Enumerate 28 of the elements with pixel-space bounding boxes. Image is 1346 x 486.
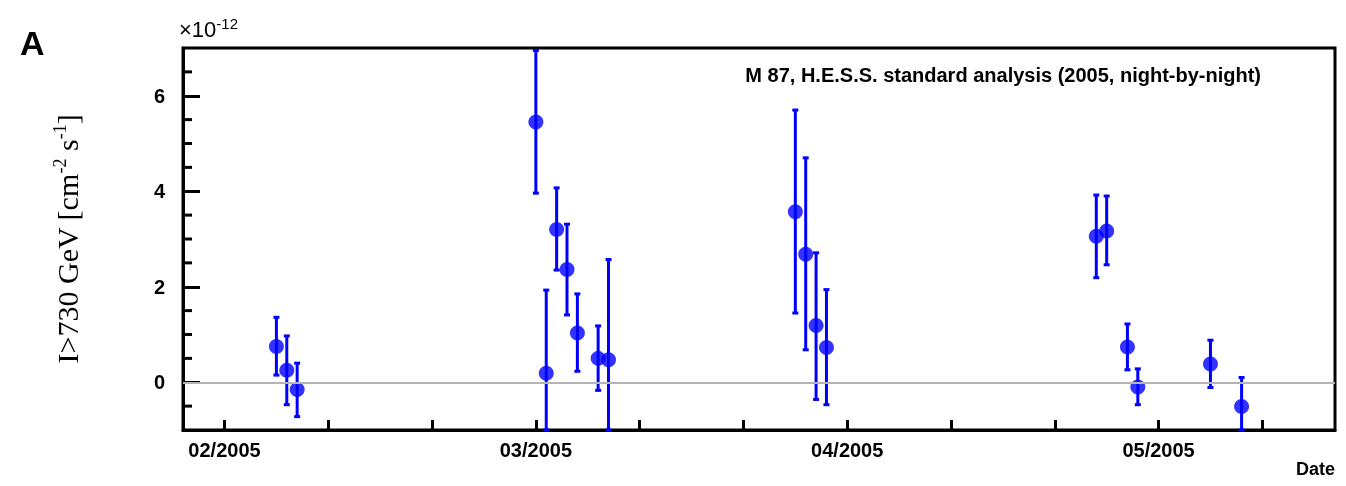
point — [1099, 223, 1115, 239]
point — [559, 262, 575, 278]
text: M 87, H.E.S.S. standard analysis (2005, night-by-night) — [745, 64, 1262, 86]
y-tick-label: 6 — [153, 84, 165, 107]
x-tick-label: 03/2005 — [499, 439, 573, 461]
point — [268, 338, 284, 354]
point — [1119, 339, 1135, 355]
point — [808, 317, 824, 333]
point — [601, 352, 617, 368]
y-tick-label: 4 — [153, 180, 166, 203]
x-axis-title: Date — [1295, 459, 1335, 479]
point — [818, 339, 834, 355]
point — [538, 365, 554, 381]
point — [1234, 399, 1250, 415]
x-tick-label: 02/2005 — [188, 439, 261, 461]
y-tick-label: 0 — [153, 371, 165, 394]
x-tick-label: 05/2005 — [1122, 439, 1195, 461]
point — [528, 114, 544, 130]
point — [798, 246, 814, 262]
y-tick-label: 2 — [153, 275, 165, 298]
point — [787, 204, 803, 220]
point — [1202, 356, 1218, 372]
point — [569, 325, 585, 341]
y-axis-title: I>730 GeV [cm-2 s-1] — [50, 114, 84, 364]
point — [549, 221, 565, 237]
point — [279, 362, 295, 378]
text: A — [20, 24, 45, 62]
x-tick-label: 04/2005 — [811, 439, 884, 461]
